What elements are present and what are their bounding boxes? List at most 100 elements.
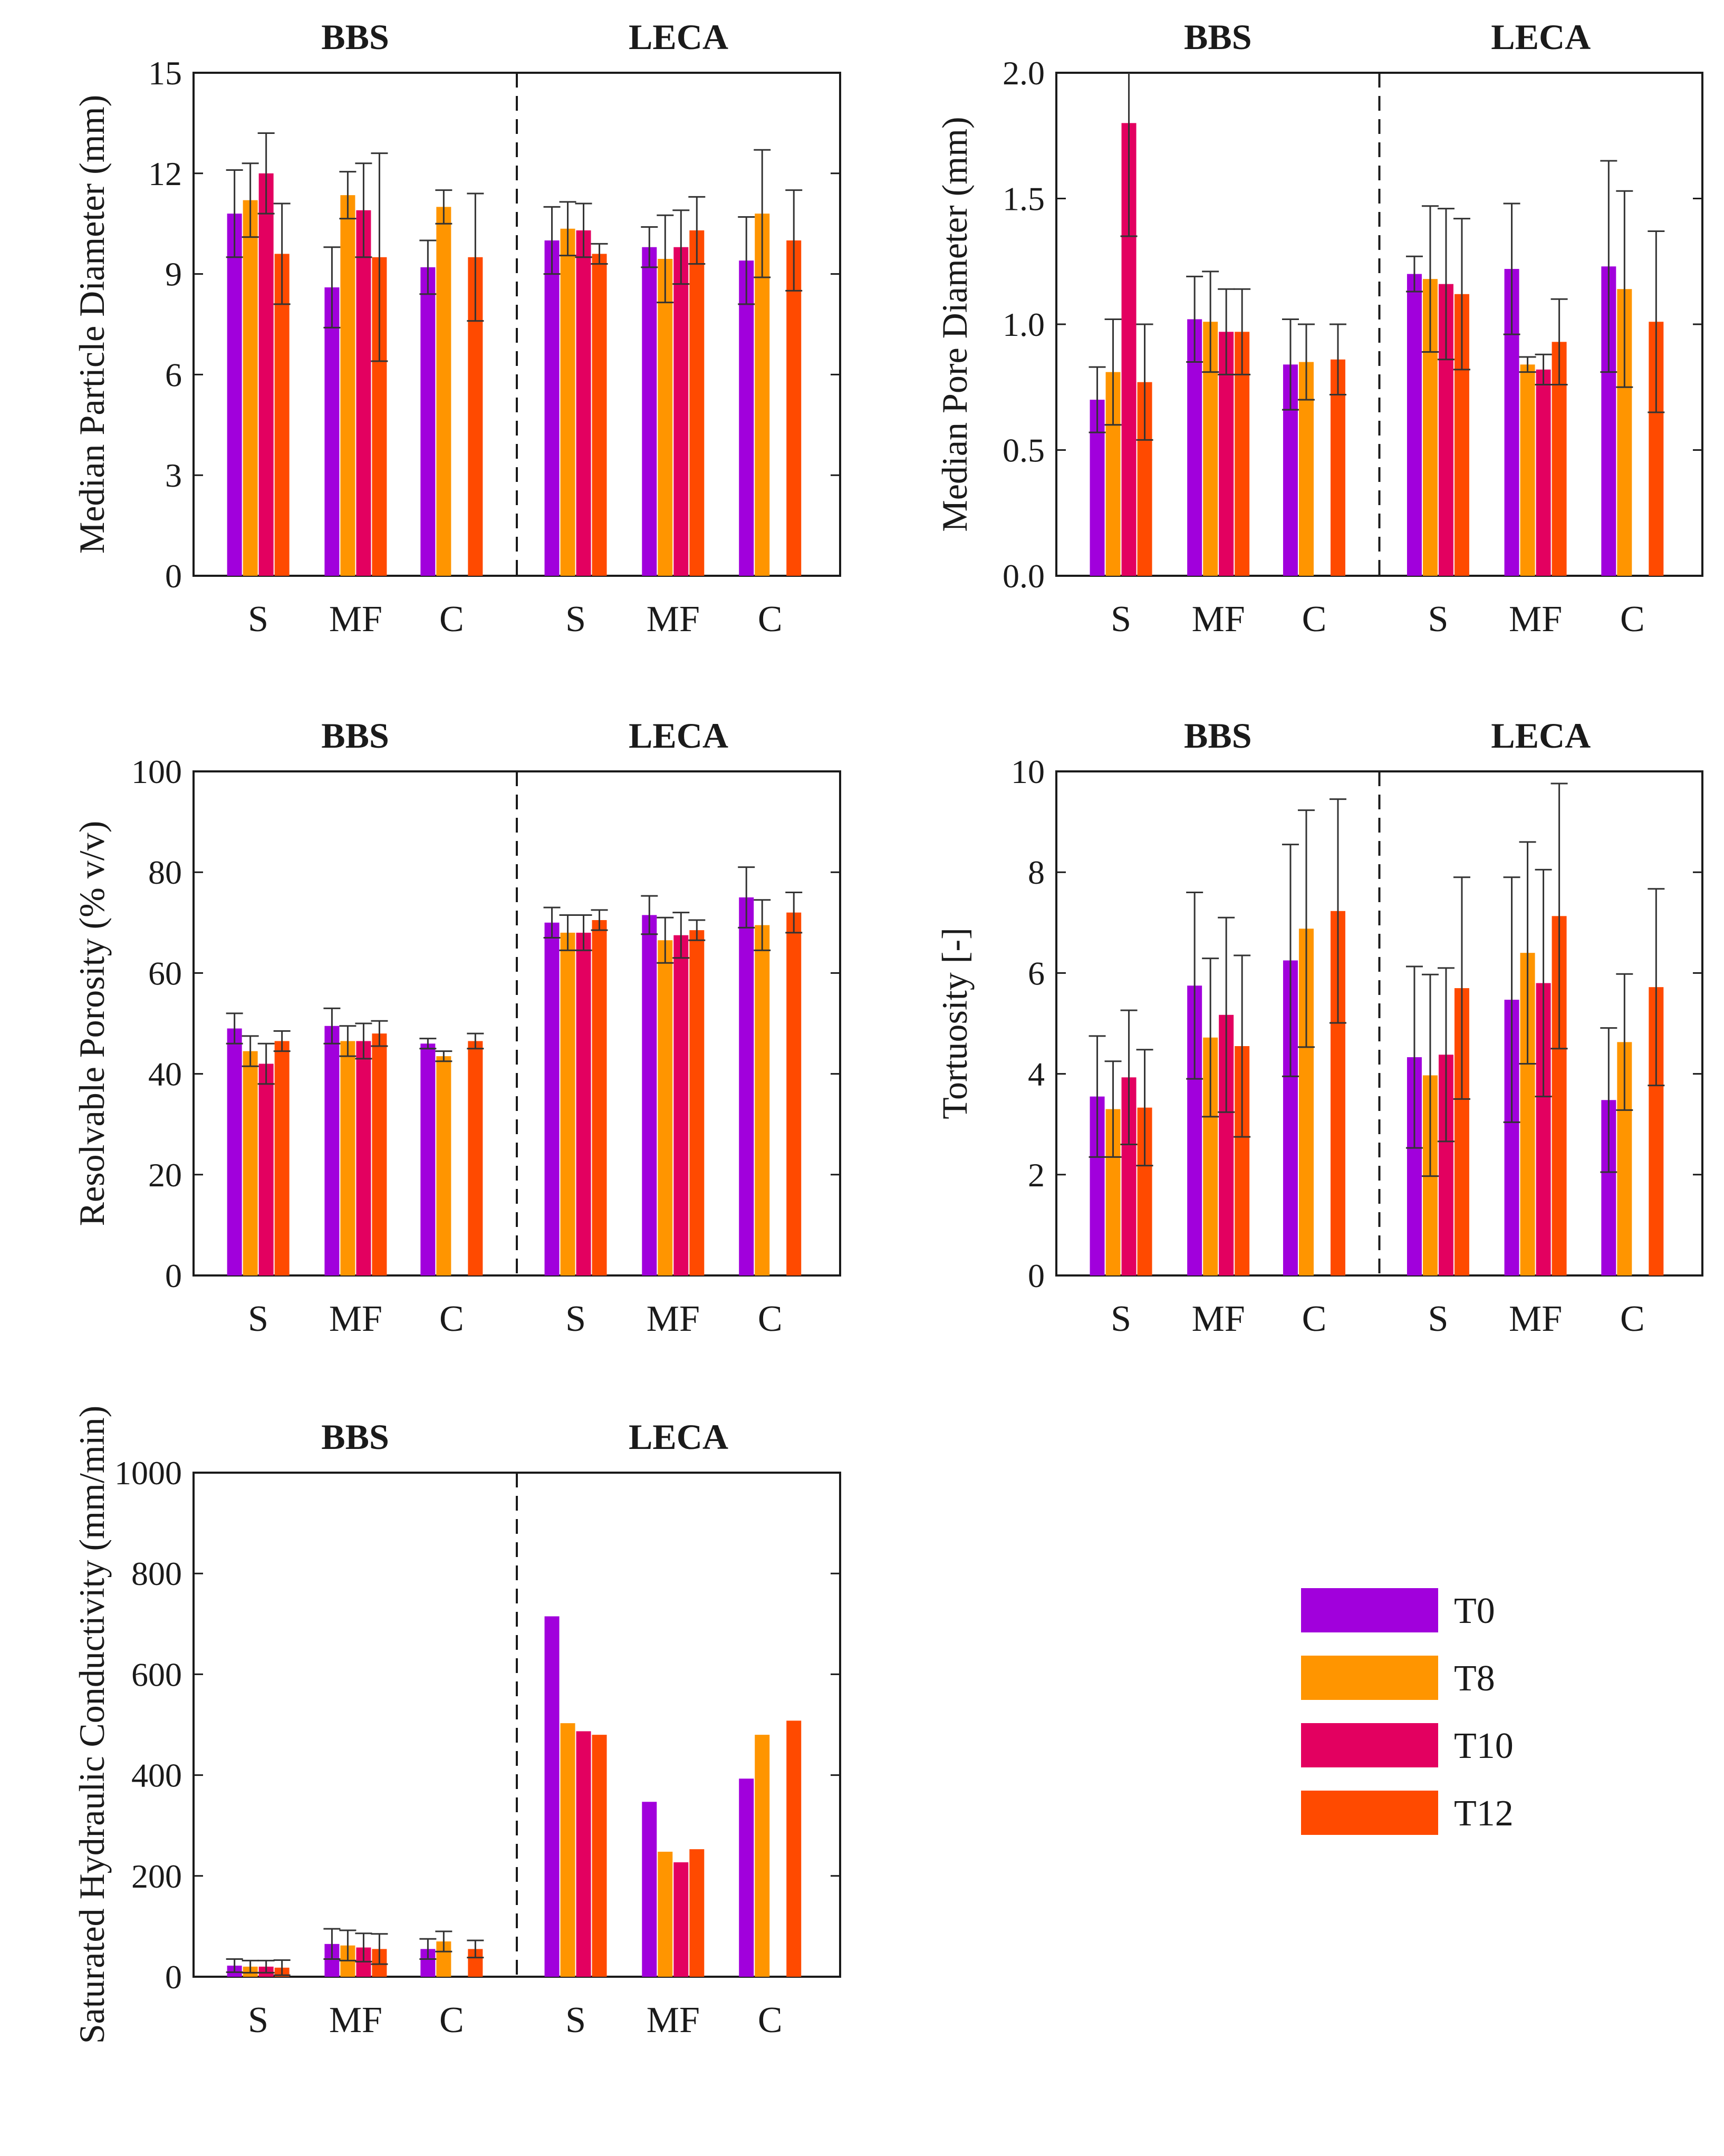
y-tick-label: 100 xyxy=(131,753,182,790)
legend-swatch-t8 xyxy=(1301,1656,1438,1700)
y-tick-label: 0 xyxy=(1028,1257,1045,1294)
y-tick-label: 8 xyxy=(1028,854,1045,891)
category-label: S xyxy=(248,1299,268,1339)
y-axis-label: Median Pore Diameter (mm) xyxy=(935,117,975,531)
bar-t12 xyxy=(786,240,802,576)
category-label: C xyxy=(1620,599,1645,640)
legend: T0 T8 T10 T12 xyxy=(1301,1588,1514,1835)
bar-t12 xyxy=(689,930,705,1275)
y-tick-label: 0 xyxy=(165,557,182,595)
y-tick-label: 15 xyxy=(148,54,182,92)
category-label: C xyxy=(758,2000,783,2041)
bar-t12 xyxy=(468,1041,483,1275)
bar-t8 xyxy=(560,228,575,576)
bar-t8 xyxy=(755,925,770,1275)
category-label: C xyxy=(758,599,783,640)
chart-panel-3: 0 20 40 60 80 100 Resolvable Porosity (% v/v) B… xyxy=(72,716,841,1339)
bar-t10 xyxy=(258,173,274,576)
category-label: MF xyxy=(329,1299,382,1339)
bar-t10 xyxy=(576,1731,591,1977)
chart-panel-1: 0 3 6 9 12 15 Median Particle Diameter (mm) BBS… xyxy=(72,17,841,640)
bar-t12 xyxy=(592,1735,607,1977)
y-tick-label: 0.0 xyxy=(1003,557,1045,595)
y-tick-label: 1.5 xyxy=(1003,180,1045,218)
bar-t8 xyxy=(560,1723,575,1977)
y-tick-label: 10 xyxy=(1011,753,1045,790)
bar-t0 xyxy=(544,240,560,576)
y-tick-label: 6 xyxy=(1028,954,1045,992)
bar-t12 xyxy=(689,1849,705,1977)
group-label-leca: LECA xyxy=(629,17,728,57)
legend-label-t10: T10 xyxy=(1454,1726,1514,1766)
chart-panel-4: 0 2 4 6 8 10 Tortuosity [-] BBS S MF C LECA S MF C xyxy=(935,716,1703,1339)
category-label: S xyxy=(1111,1299,1131,1339)
bar-t10 xyxy=(356,1041,371,1275)
bar-t12 xyxy=(786,1720,802,1977)
category-label: MF xyxy=(1192,599,1245,640)
legend-swatch-t10 xyxy=(1301,1723,1438,1767)
bar-t0 xyxy=(227,1028,242,1275)
y-tick-label: 9 xyxy=(165,256,182,293)
bar-t8 xyxy=(436,207,451,576)
y-tick-label: 80 xyxy=(148,854,182,891)
category-label: MF xyxy=(647,599,700,640)
y-tick-label: 0 xyxy=(165,1257,182,1294)
category-label: MF xyxy=(647,1299,700,1339)
bar-t10 xyxy=(576,932,591,1275)
category-label: S xyxy=(565,599,586,640)
group-label-leca: LECA xyxy=(1491,716,1591,756)
category-label: C xyxy=(1620,1299,1645,1339)
category-label: S xyxy=(1428,599,1448,640)
bar-t8 xyxy=(340,1041,355,1275)
category-label: S xyxy=(565,1299,586,1339)
bar-t0 xyxy=(642,915,657,1275)
bar-t10 xyxy=(1536,369,1551,576)
legend-label-t8: T8 xyxy=(1454,1658,1495,1699)
bar-t0 xyxy=(420,1043,436,1275)
category-label: C xyxy=(758,1299,783,1339)
group-label-leca: LECA xyxy=(1491,17,1591,57)
group-label-bbs: BBS xyxy=(1184,716,1252,756)
y-tick-label: 12 xyxy=(148,155,182,192)
category-label: S xyxy=(1111,599,1131,640)
category-label: C xyxy=(439,1299,464,1339)
bar-t8 xyxy=(658,940,673,1275)
y-axis-label: Resolvable Porosity (% v/v) xyxy=(72,821,112,1226)
y-tick-label: 200 xyxy=(131,1858,182,1895)
group-label-bbs: BBS xyxy=(1184,17,1252,57)
y-tick-label: 0.5 xyxy=(1003,432,1045,469)
bar-t10 xyxy=(258,1064,274,1275)
bar-t10 xyxy=(673,935,689,1275)
category-label: C xyxy=(439,599,464,640)
bar-t0 xyxy=(642,247,657,576)
bar-t12 xyxy=(372,1033,387,1275)
legend-label-t0: T0 xyxy=(1454,1591,1495,1631)
bar-t12 xyxy=(274,254,290,576)
bar-t10 xyxy=(673,247,689,576)
category-label: C xyxy=(1302,599,1327,640)
bar-t8 xyxy=(243,200,258,576)
category-label: MF xyxy=(1192,1299,1245,1339)
category-label: C xyxy=(439,2000,464,2041)
y-tick-label: 3 xyxy=(165,457,182,494)
bar-t0 xyxy=(324,287,340,576)
y-tick-label: 1.0 xyxy=(1003,306,1045,343)
bar-t0 xyxy=(739,897,754,1275)
category-label: S xyxy=(1428,1299,1448,1339)
bar-t8 xyxy=(243,1051,258,1275)
legend-swatch-t12 xyxy=(1301,1791,1438,1835)
bar-t0 xyxy=(739,260,754,576)
bar-t8 xyxy=(755,1735,770,1977)
bar-t0 xyxy=(544,1616,560,1977)
category-label: MF xyxy=(1509,1299,1562,1339)
bar-t0 xyxy=(739,1778,754,1977)
y-axis-label: Saturated Hydraulic Conductivity (mm/min… xyxy=(72,1406,112,2044)
bar-t8 xyxy=(560,932,575,1275)
category-label: MF xyxy=(647,2000,700,2041)
group-label-bbs: BBS xyxy=(321,1417,389,1457)
bar-t8 xyxy=(1520,364,1535,576)
bar-t0 xyxy=(1407,274,1422,576)
bar-t12 xyxy=(592,254,607,576)
